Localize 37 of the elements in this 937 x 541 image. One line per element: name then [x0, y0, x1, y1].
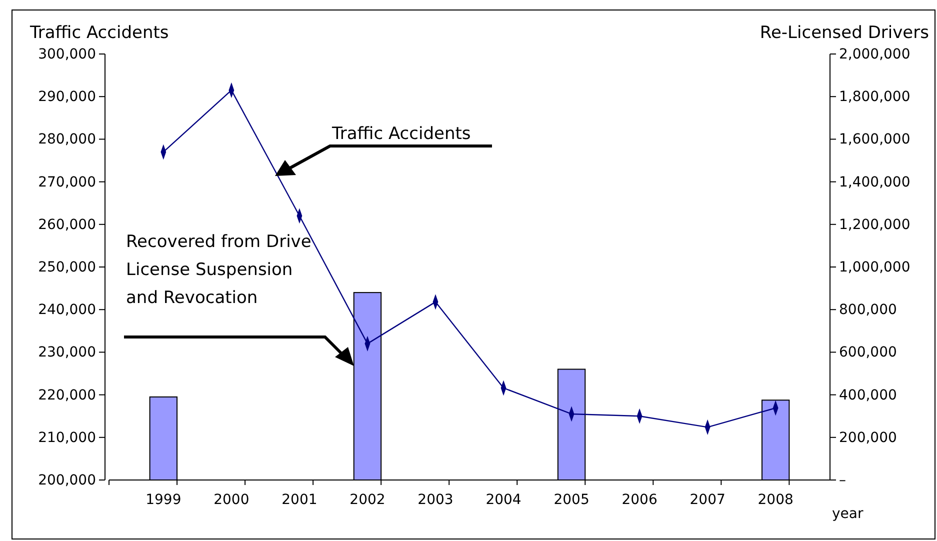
x-tick-label: 2007	[690, 492, 726, 508]
y-axis-title: Traffic Accidents	[29, 23, 169, 43]
y2-tick-label: 1,600,000	[839, 132, 910, 148]
y-tick-label: 270,000	[38, 174, 96, 190]
y2-tick-label: 1,400,000	[839, 174, 910, 190]
annotation: Recovered from Drive License Suspension and Revocation	[126, 232, 312, 308]
y2-tick-label: 1,000,000	[839, 259, 910, 276]
x-tick-label: 2004	[486, 492, 522, 508]
x-tick-label: 2001	[282, 492, 318, 508]
y2-tick-label: 1,800,000	[839, 89, 910, 106]
annotation: Traffic Accidents	[331, 124, 471, 144]
x-tick-label: 2006	[622, 492, 658, 508]
y2-tick-label: 1,200,000	[839, 216, 910, 233]
x-tick-label: 2005	[554, 492, 590, 508]
y2-tick-label: 600,000	[839, 344, 897, 361]
x-axis-title: year	[832, 506, 864, 522]
y-tick-label: 300,000	[38, 46, 96, 62]
y2-tick-label: –	[839, 472, 846, 488]
x-tick-label: 2000	[214, 492, 250, 508]
y-tick-label: 230,000	[38, 344, 96, 361]
x-tick-label: 2003	[418, 492, 454, 508]
y-tick-label: 210,000	[38, 430, 96, 446]
y-tick-label: 260,000	[38, 216, 96, 233]
y2-tick-label: 2,000,000	[839, 46, 910, 62]
y-tick-label: 200,000	[38, 472, 96, 488]
x-tick-label: 1999	[146, 492, 182, 508]
y-tick-label: 220,000	[38, 387, 96, 404]
y-tick-label: 250,000	[38, 259, 96, 276]
x-tick-label: 2002	[350, 492, 386, 508]
x-tick-label: 2008	[758, 492, 794, 508]
y-tick-label: 240,000	[38, 302, 96, 318]
y2-tick-label: 200,000	[839, 430, 897, 446]
y2-tick-label: 800,000	[839, 302, 897, 318]
y-tick-label: 290,000	[38, 89, 96, 106]
y2-axis-title: Re-Licensed Drivers	[760, 23, 930, 43]
y2-tick-label: 400,000	[839, 387, 897, 404]
y-tick-label: 280,000	[38, 132, 96, 148]
